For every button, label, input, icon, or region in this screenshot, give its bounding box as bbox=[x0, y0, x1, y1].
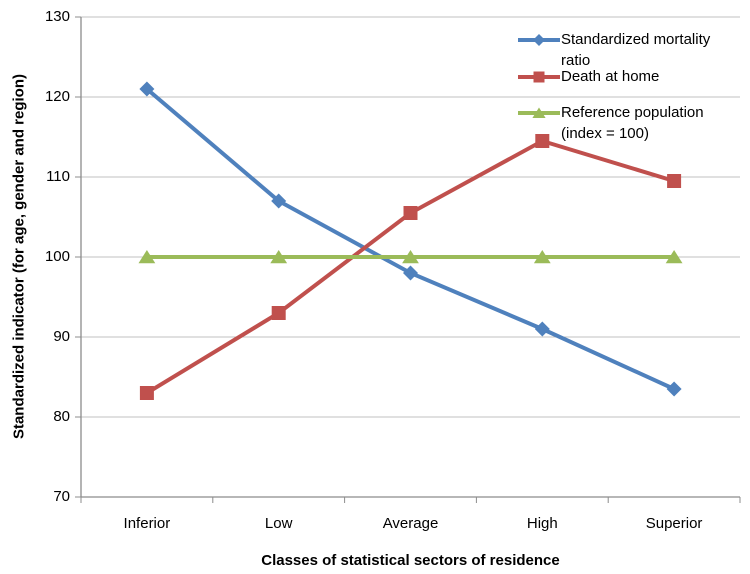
y-axis-tick-label: 90 bbox=[53, 328, 70, 345]
legend-label: Standardized mortality ratio bbox=[561, 31, 711, 69]
y-axis-tick-label: 110 bbox=[46, 168, 70, 185]
x-axis-tick-label: Superior bbox=[645, 515, 703, 532]
marker-diamond bbox=[271, 193, 287, 209]
legend-label: Death at home bbox=[561, 68, 660, 85]
legend-marker-svg bbox=[518, 107, 560, 118]
marker-diamond bbox=[533, 34, 545, 46]
x-axis-title: Classes of statistical sectors of reside… bbox=[261, 552, 560, 569]
marker-square bbox=[535, 134, 550, 148]
marker-triangle bbox=[533, 250, 551, 264]
x-axis-tick-label: Average bbox=[382, 515, 439, 532]
marker-triangle bbox=[532, 107, 546, 118]
y-axis-tick-label: 120 bbox=[44, 88, 70, 105]
marker-triangle bbox=[270, 250, 288, 264]
marker-diamond bbox=[534, 321, 550, 337]
marker-triangle bbox=[402, 250, 419, 264]
legend-entry-standardized-mortality-ratio: Standardized mortality ratio bbox=[517, 29, 743, 71]
marker-diamond bbox=[666, 381, 682, 397]
y-axis-tick-label: 130 bbox=[44, 8, 70, 25]
marker-diamond bbox=[139, 81, 155, 97]
marker-triangle bbox=[665, 250, 683, 264]
legend-marker-triangle-icon bbox=[517, 105, 561, 121]
legend-marker-svg bbox=[518, 71, 560, 83]
marker-square bbox=[667, 174, 682, 188]
x-axis-tick-label: Low bbox=[264, 515, 293, 532]
legend-entry-reference-population: Reference population (index = 100) bbox=[517, 102, 743, 144]
marker-square bbox=[403, 206, 418, 220]
x-axis-tick-label: High bbox=[526, 515, 558, 532]
marker-triangle bbox=[138, 250, 156, 264]
y-axis-tick-label: 70 bbox=[53, 488, 70, 505]
marker-square bbox=[139, 386, 154, 400]
marker-diamond bbox=[403, 265, 418, 281]
legend-marker-diamond-icon bbox=[517, 32, 561, 48]
marker-square bbox=[533, 71, 545, 83]
legend-label: Reference population (index = 100) bbox=[561, 104, 704, 142]
x-axis-tick-label: Inferior bbox=[123, 515, 171, 532]
marker-square bbox=[271, 306, 286, 320]
legend-entry-death-at-home: Death at home bbox=[517, 66, 743, 87]
y-axis-tick-label: 80 bbox=[53, 408, 70, 425]
legend-marker-svg bbox=[518, 34, 560, 46]
y-axis-tick-label: 100 bbox=[44, 248, 70, 265]
legend-marker-square-icon bbox=[517, 69, 561, 85]
